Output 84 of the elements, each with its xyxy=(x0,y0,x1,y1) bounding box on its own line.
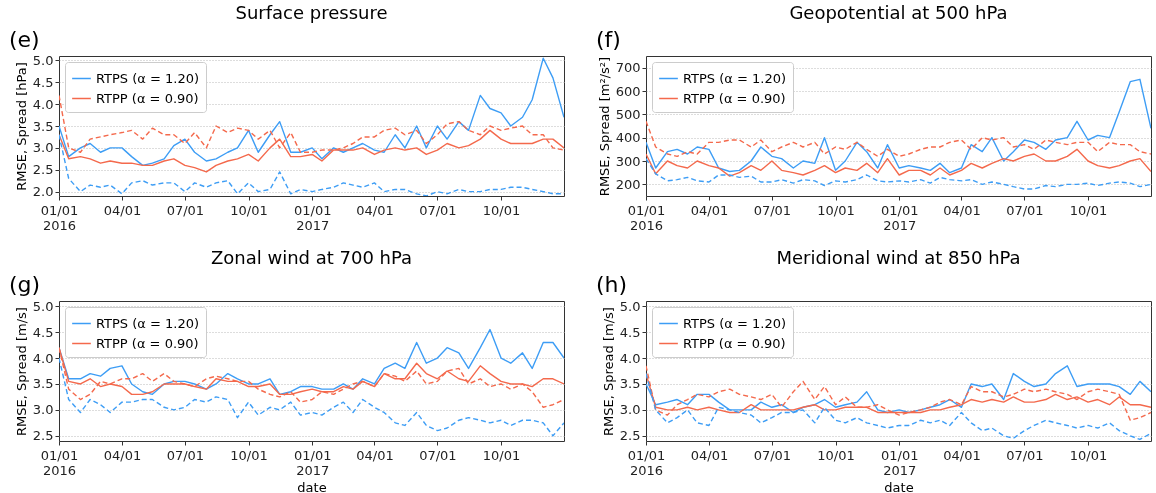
line-series xyxy=(646,157,1151,190)
chart-title: Zonal wind at 700 hPa xyxy=(210,247,413,268)
x-tick-label: 01/01 2017 xyxy=(293,202,332,233)
y-tick-label: 500 xyxy=(615,106,641,122)
x-tick-label: 07/01 xyxy=(1006,447,1044,463)
x-tick-label: 04/01 xyxy=(943,447,981,463)
chart-title: Meridional wind at 850 hPa xyxy=(776,247,1021,268)
y-tick-label: 400 xyxy=(615,130,641,146)
y-tick-label: 4.0 xyxy=(32,96,54,112)
text: (e) xyxy=(9,27,40,52)
y-axis-title: RMSE, Spread [m/s] xyxy=(600,307,616,436)
y-tick-label: 3.5 xyxy=(32,118,54,134)
x-tick-label: 01/01 2016 xyxy=(40,202,79,233)
y-tick-label: 4.5 xyxy=(32,74,54,90)
x-tick-label: 07/01 xyxy=(1006,202,1044,218)
x-tick-label: 10/01 xyxy=(817,202,855,218)
legend-label: RTPP (α = 0.90) xyxy=(683,335,786,351)
y-tick-label: 700 xyxy=(615,60,641,76)
x-tick-label: 07/01 xyxy=(419,447,457,463)
x-tick-label: 10/01 xyxy=(482,447,521,463)
x-tick-label: 04/01 xyxy=(103,202,142,218)
legend-label: RTPP (α = 0.90) xyxy=(683,90,786,106)
text: (g) xyxy=(9,272,41,297)
legend-label: RTPS (α = 1.20) xyxy=(96,70,200,86)
legend-label: RTPS (α = 1.20) xyxy=(683,315,787,331)
x-tick-label: 01/01 2017 xyxy=(293,447,332,478)
x-tick-label: 07/01 xyxy=(166,447,205,463)
y-tick-label: 4.5 xyxy=(32,324,54,340)
x-axis-title: date xyxy=(884,479,914,493)
y-tick-label: 3.0 xyxy=(32,402,54,418)
y-tick-label: 4.5 xyxy=(619,324,641,340)
text: (f) xyxy=(596,27,621,52)
x-tick-label: 10/01 xyxy=(1069,447,1108,463)
x-tick-label: 10/01 xyxy=(482,202,521,218)
y-tick-label: 5.0 xyxy=(32,298,54,314)
line-series xyxy=(646,148,1151,177)
y-tick-label: 5.0 xyxy=(32,52,54,68)
legend-label: RTPP (α = 0.90) xyxy=(96,90,199,106)
legend-label: RTPP (α = 0.90) xyxy=(96,335,199,351)
x-tick-label: 04/01 xyxy=(356,202,394,218)
y-tick-label: 4.0 xyxy=(32,350,54,366)
y-axis-title: RMSE, Spread [hPa] xyxy=(13,62,29,191)
x-tick-label: 10/01 xyxy=(817,447,855,463)
line-series xyxy=(59,357,564,437)
y-tick-label: 3.0 xyxy=(619,402,641,418)
y-tick-label: 2.5 xyxy=(619,428,641,444)
y-tick-label: 3.5 xyxy=(619,376,641,392)
x-tick-label: 07/01 xyxy=(753,447,792,463)
x-tick-label: 01/01 2016 xyxy=(627,202,666,233)
x-tick-label: 01/01 2016 xyxy=(40,447,79,478)
x-tick-label: 04/01 xyxy=(690,202,729,218)
x-tick-label: 01/01 2016 xyxy=(627,447,666,478)
legend-label: RTPS (α = 1.20) xyxy=(96,315,200,331)
y-tick-label: 4.0 xyxy=(619,350,641,366)
x-tick-label: 07/01 xyxy=(753,202,792,218)
y-tick-label: 2.5 xyxy=(32,428,54,444)
x-tick-label: 10/01 xyxy=(1069,202,1108,218)
chart-title: Geopotential at 500 hPa xyxy=(789,2,1008,23)
x-tick-label: 04/01 xyxy=(356,447,394,463)
x-tick-label: 07/01 xyxy=(166,202,205,218)
x-tick-label: 04/01 xyxy=(690,447,729,463)
y-tick-label: 3.5 xyxy=(32,376,54,392)
x-tick-label: 10/01 xyxy=(230,202,268,218)
y-tick-label: 300 xyxy=(615,153,641,169)
y-tick-label: 5.0 xyxy=(619,298,641,314)
y-tick-label: 2.5 xyxy=(32,162,54,178)
y-tick-label: 3.0 xyxy=(32,140,54,156)
x-axis-title: date xyxy=(297,479,327,493)
x-tick-label: 01/01 2017 xyxy=(880,447,919,478)
x-tick-label: 10/01 xyxy=(230,447,268,463)
x-tick-label: 07/01 xyxy=(419,202,457,218)
y-tick-label: 600 xyxy=(615,83,641,99)
legend-label: RTPS (α = 1.20) xyxy=(683,70,787,86)
y-axis-title: RMSE, Spread [m²/s²] xyxy=(596,56,612,197)
line-series xyxy=(59,328,564,396)
text: (h) xyxy=(596,272,628,297)
x-tick-label: 01/01 2017 xyxy=(880,202,919,233)
y-axis-title: RMSE, Spread [m/s] xyxy=(13,307,29,436)
line-series xyxy=(646,120,1151,158)
x-tick-label: 04/01 xyxy=(103,447,142,463)
y-tick-label: 2.0 xyxy=(32,184,54,200)
chart-title: Surface pressure xyxy=(235,2,388,23)
y-tick-label: 200 xyxy=(615,176,641,192)
x-tick-label: 04/01 xyxy=(943,202,981,218)
